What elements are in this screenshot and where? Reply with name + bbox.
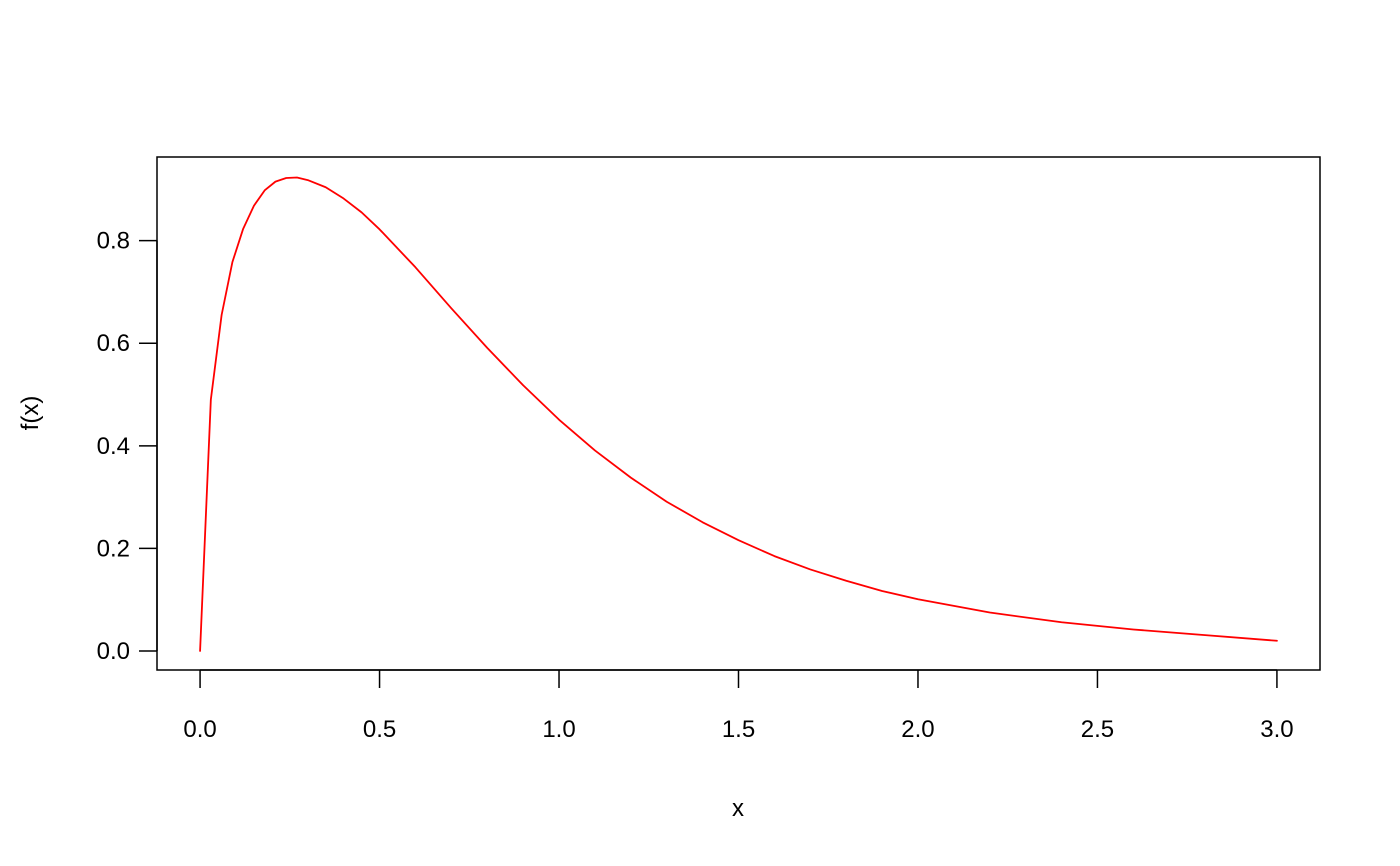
x-tick-label: 0.5 [363, 716, 396, 743]
y-tick-label: 0.8 [97, 228, 130, 255]
y-tick-label: 0.2 [97, 535, 130, 562]
x-tick-label: 2.5 [1081, 716, 1114, 743]
x-tick-label: 3.0 [1260, 716, 1293, 743]
y-tick-label: 0.4 [97, 433, 130, 460]
y-tick-label: 0.0 [97, 638, 130, 665]
x-tick-label: 1.0 [542, 716, 575, 743]
x-axis-title: x [732, 795, 744, 822]
series-layer [199, 176, 1278, 652]
x-axis: 0.0 0.5 1.0 1.5 2.0 2.5 3.0 [183, 669, 1294, 743]
plot-area [156, 156, 1321, 671]
x-tick-label: 0.0 [183, 716, 216, 743]
y-axis-title: f(x) [17, 396, 44, 431]
x-tick-label: 2.0 [901, 716, 934, 743]
y-tick-label: 0.6 [97, 330, 130, 357]
y-axis: 0.0 0.2 0.4 0.6 0.8 [97, 228, 158, 665]
series-line [199, 176, 1278, 652]
x-tick-label: 1.5 [722, 716, 755, 743]
